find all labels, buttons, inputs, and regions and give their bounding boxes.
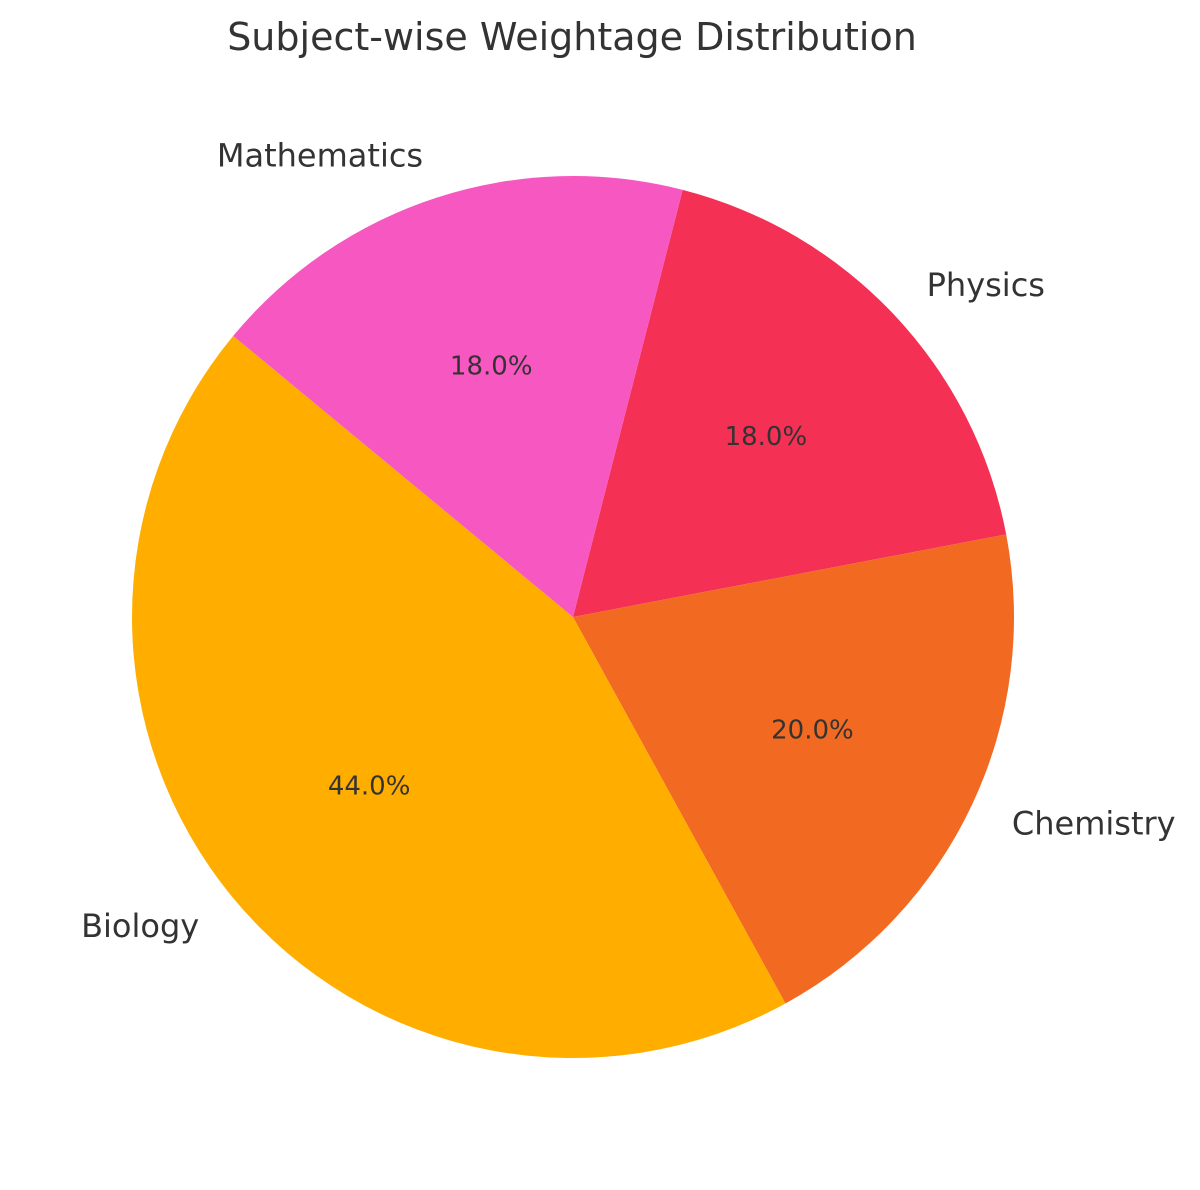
category-label-biology: Biology bbox=[81, 907, 199, 945]
pct-label-physics: 18.0% bbox=[725, 422, 808, 452]
slice-mathematics bbox=[233, 175, 683, 617]
pie-slices bbox=[131, 175, 1014, 1059]
pct-label-mathematics: 18.0% bbox=[450, 351, 533, 381]
slice-chemistry bbox=[573, 534, 1014, 1004]
slice-physics bbox=[573, 189, 1007, 617]
pie-labels: 18.0% Physics 20.0% Chemistry 44.0% Biology 18… bbox=[81, 137, 1176, 946]
chart-title: Subject-wise Weightage Distribution bbox=[227, 15, 917, 59]
slice-biology bbox=[131, 335, 786, 1059]
category-label-mathematics: Mathematics bbox=[217, 137, 423, 175]
pct-label-biology: 44.0% bbox=[328, 772, 411, 802]
pct-label-chemistry: 20.0% bbox=[771, 716, 854, 746]
category-label-chemistry: Chemistry bbox=[1012, 805, 1176, 843]
category-label-physics: Physics bbox=[927, 266, 1045, 304]
